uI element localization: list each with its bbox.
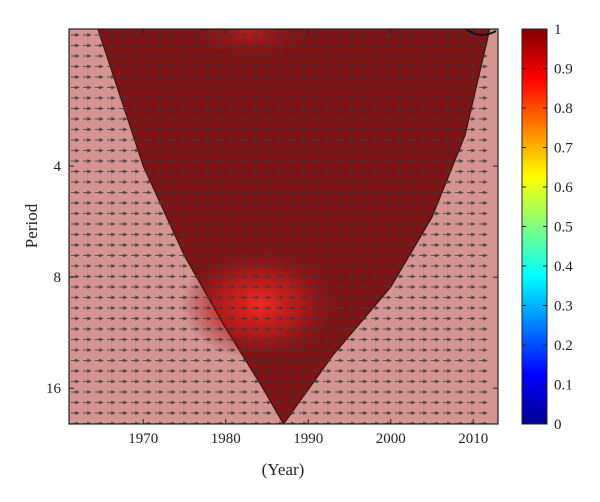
colorbar-tick-label: 1	[554, 22, 562, 38]
plot-frame	[68, 28, 499, 425]
colorbar-tick-label: 0.8	[554, 101, 573, 117]
colorbar-tick-label: 0.4	[554, 259, 573, 275]
colorbar-tick-label: 0.1	[554, 378, 573, 394]
x-axis-label: (Year)	[262, 460, 305, 479]
plot-area	[69, 29, 498, 424]
colorbar-tick-label: 0	[554, 417, 562, 433]
colorbar-tick-label: 0.5	[554, 220, 573, 236]
colorbar-tick-label: 0.9	[554, 62, 573, 78]
x-tick-label: 1980	[211, 431, 241, 447]
colorbar-tick-label: 0.7	[554, 141, 573, 157]
y-tick-label: 16	[46, 381, 62, 397]
phase-arrows	[71, 33, 488, 424]
x-tick-label: 2010	[458, 431, 488, 447]
top-hotspot-region	[195, 29, 306, 56]
colorbar: 0 0.1 0.2 0.3 0.4 0.5 0.6 0.7 0.8 0.9 1	[521, 22, 573, 433]
y-axis-label: Period	[22, 203, 41, 248]
top-right-contour	[465, 29, 497, 36]
x-tick-label: 1970	[128, 431, 158, 447]
x-tick-label: 1990	[293, 431, 323, 447]
colorbar-tick-label: 0.3	[554, 299, 573, 315]
x-axis: 1970 1980 1990 2000 2010	[128, 29, 488, 447]
y-tick-label: 8	[54, 270, 62, 286]
colorbar-tick-label: 0.2	[554, 338, 573, 354]
colorbar-ticks: 0 0.1 0.2 0.3 0.4 0.5 0.6 0.7 0.8 0.9 1	[522, 22, 573, 433]
x-tick-label: 2000	[376, 431, 406, 447]
y-axis: 4 8 16	[46, 159, 498, 397]
colorbar-tick-label: 0.6	[554, 180, 573, 196]
y-tick-label: 4	[54, 159, 62, 175]
cone-of-influence-line	[97, 29, 491, 424]
colorbar-gradient	[521, 28, 548, 425]
